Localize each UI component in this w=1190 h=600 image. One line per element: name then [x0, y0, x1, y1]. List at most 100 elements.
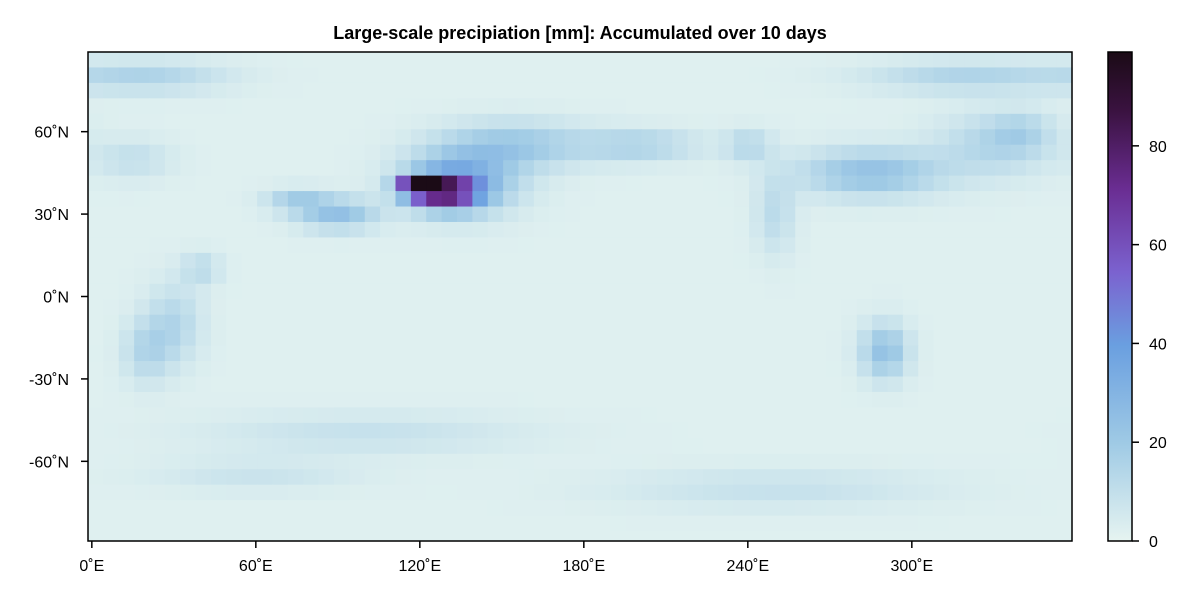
- heatmap-cell: [795, 361, 812, 378]
- heatmap-cell: [226, 407, 243, 424]
- heatmap-cell: [764, 160, 781, 177]
- heatmap-cell: [703, 206, 719, 223]
- heatmap-cell: [318, 67, 335, 84]
- heatmap-cell: [164, 345, 181, 362]
- heatmap-cell: [872, 299, 889, 316]
- heatmap-cell: [749, 160, 766, 177]
- heatmap-cell: [795, 252, 812, 269]
- heatmap-cell: [764, 206, 781, 223]
- heatmap-cell: [703, 484, 719, 501]
- heatmap-cell: [887, 469, 904, 486]
- heatmap-cell: [672, 129, 689, 146]
- heatmap-cell: [410, 484, 427, 501]
- heatmap-cell: [718, 82, 735, 99]
- heatmap-cell: [395, 469, 412, 486]
- heatmap-cell: [303, 191, 320, 208]
- heatmap-cell: [964, 500, 981, 517]
- heatmap-cell: [610, 98, 627, 115]
- heatmap-cell: [303, 391, 320, 409]
- heatmap-cell: [949, 299, 965, 316]
- heatmap-cell: [826, 206, 842, 223]
- heatmap-cell: [826, 283, 842, 300]
- heatmap-cell: [1041, 191, 1058, 208]
- heatmap-cell: [318, 160, 335, 177]
- heatmap-cell: [195, 345, 212, 362]
- heatmap-cell: [164, 361, 181, 378]
- heatmap-cell: [949, 376, 965, 393]
- heatmap-cell: [380, 314, 397, 331]
- heatmap-cell: [641, 391, 658, 409]
- heatmap-cell: [518, 484, 535, 501]
- heatmap-cell: [764, 252, 781, 269]
- heatmap-cell: [180, 299, 197, 316]
- heatmap-cell: [487, 252, 504, 269]
- heatmap-cell: [334, 113, 350, 130]
- heatmap-cell: [549, 268, 566, 285]
- heatmap-cell: [918, 361, 935, 378]
- heatmap-cell: [1025, 221, 1042, 239]
- heatmap-cell: [287, 438, 304, 455]
- colorbar-tick-label: 0: [1149, 534, 1158, 551]
- heatmap-cell: [472, 160, 489, 177]
- heatmap-cell: [656, 391, 673, 409]
- heatmap-cell: [1056, 67, 1073, 84]
- heatmap-cell: [226, 345, 243, 362]
- heatmap-cell: [118, 221, 135, 239]
- heatmap-cell: [487, 515, 504, 532]
- heatmap-cell: [195, 129, 212, 146]
- heatmap-cell: [241, 113, 258, 130]
- heatmap-cell: [211, 252, 227, 269]
- heatmap-cell: [841, 453, 858, 470]
- heatmap-cell: [1010, 299, 1027, 316]
- heatmap-cell: [887, 361, 904, 378]
- heatmap-cell: [180, 330, 197, 347]
- heatmap-cell: [764, 268, 781, 285]
- heatmap-cell: [703, 407, 719, 424]
- heatmap-cell: [810, 500, 827, 517]
- heatmap-cell: [995, 422, 1012, 439]
- heatmap-cell: [856, 299, 873, 316]
- heatmap-cell: [1010, 330, 1027, 347]
- heatmap-cell: [718, 531, 735, 542]
- heatmap-cell: [88, 515, 104, 532]
- heatmap-cell: [810, 67, 827, 84]
- heatmap-cell: [226, 52, 243, 69]
- heatmap-cell: [88, 82, 104, 99]
- heatmap-cell: [595, 206, 612, 223]
- heatmap-cell: [779, 175, 796, 192]
- heatmap-cell: [979, 52, 996, 69]
- heatmap-cell: [272, 531, 289, 542]
- heatmap-cell: [1010, 453, 1027, 470]
- heatmap-cell: [457, 221, 473, 239]
- heatmap-cell: [518, 330, 535, 347]
- heatmap-cell: [610, 391, 627, 409]
- heatmap-cell: [518, 438, 535, 455]
- heatmap-cell: [949, 113, 965, 130]
- heatmap-cell: [410, 268, 427, 285]
- heatmap-cell: [810, 191, 827, 208]
- heatmap-cell: [226, 82, 243, 99]
- heatmap-cell: [257, 500, 274, 517]
- heatmap-cell: [257, 144, 274, 161]
- heatmap-cell: [718, 67, 735, 84]
- heatmap-cell: [164, 206, 181, 223]
- heatmap-cell: [672, 175, 689, 192]
- heatmap-cell: [426, 500, 443, 517]
- heatmap-cell: [841, 144, 858, 161]
- heatmap-cell: [1025, 160, 1042, 177]
- heatmap-cell: [902, 283, 919, 300]
- heatmap-cell: [549, 252, 566, 269]
- heatmap-cell: [826, 129, 842, 146]
- heatmap-cell: [641, 407, 658, 424]
- heatmap-cell: [656, 283, 673, 300]
- heatmap-cell: [1056, 500, 1073, 517]
- heatmap-cell: [887, 314, 904, 331]
- heatmap-cell: [472, 299, 489, 316]
- heatmap-cell: [1056, 438, 1073, 455]
- heatmap-cell: [610, 438, 627, 455]
- heatmap-cell: [779, 515, 796, 532]
- heatmap-cell: [257, 345, 274, 362]
- heatmap-cell: [564, 144, 581, 161]
- heatmap-cell: [964, 422, 981, 439]
- heatmap-cell: [518, 283, 535, 300]
